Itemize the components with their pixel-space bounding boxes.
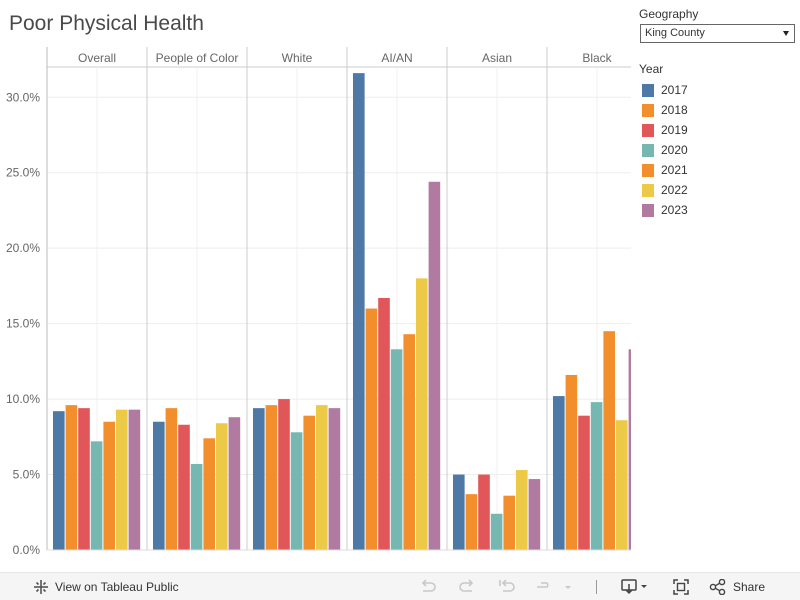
legend-item-2018[interactable]: 2018	[642, 100, 688, 120]
year-legend: 2017 2018 2019 2020 2021 2022 2023	[642, 80, 688, 220]
bar-2019	[578, 415, 590, 550]
legend-label: 2019	[661, 123, 688, 137]
panel-header-label: AI/AN	[381, 51, 412, 65]
bar-2023	[528, 479, 541, 550]
bar-2017	[453, 474, 465, 550]
legend-swatch	[642, 183, 654, 197]
bar-2020	[90, 441, 103, 550]
refresh-icon[interactable]	[535, 578, 575, 596]
bar-2023	[628, 349, 631, 550]
share-button[interactable]: Share	[709, 579, 765, 595]
bar-2023	[328, 408, 341, 550]
legend-swatch	[642, 203, 654, 217]
bar-2022	[616, 420, 628, 550]
y-tick-label: 5.0%	[13, 468, 41, 482]
toolbar-divider	[596, 580, 597, 594]
y-tick-label: 0.0%	[13, 543, 41, 557]
bar-2021	[103, 421, 115, 550]
legend-swatch	[642, 123, 654, 137]
tableau-logo-icon	[34, 580, 48, 594]
bar-2022	[116, 409, 128, 550]
share-icon	[709, 579, 726, 595]
bar-2021	[403, 334, 415, 550]
legend-swatch	[642, 83, 654, 97]
legend-item-2020[interactable]: 2020	[642, 140, 688, 160]
bar-2018	[565, 374, 578, 550]
undo-icon[interactable]	[418, 578, 438, 596]
bar-2023	[428, 181, 441, 551]
bar-2019	[78, 408, 90, 550]
y-tick-label: 15.0%	[6, 317, 40, 331]
panel-header-label: White	[282, 51, 313, 65]
bar-2018	[65, 405, 78, 550]
bar-2021	[503, 495, 515, 550]
legend-item-2019[interactable]: 2019	[642, 120, 688, 140]
panel-header-label: Overall	[78, 51, 116, 65]
legend-label: 2021	[661, 163, 688, 177]
legend-item-2017[interactable]: 2017	[642, 80, 688, 100]
panel-header-label: Asian	[482, 51, 512, 65]
bar-2022	[316, 405, 328, 550]
bar-2017	[153, 421, 165, 550]
geography-label: Geography	[639, 7, 699, 21]
bar-2021	[603, 331, 615, 550]
bar-2023	[228, 417, 241, 550]
legend-swatch	[642, 103, 654, 117]
legend-swatch	[642, 163, 654, 177]
bar-2018	[165, 408, 178, 550]
legend-swatch	[642, 143, 654, 157]
bar-2020	[490, 513, 503, 550]
download-icon[interactable]	[620, 578, 652, 596]
y-tick-label: 25.0%	[6, 166, 40, 180]
revert-icon[interactable]	[497, 578, 517, 596]
bar-2020	[590, 402, 603, 550]
bar-2022	[416, 278, 428, 550]
geography-dropdown[interactable]: King County	[640, 24, 795, 43]
redo-icon[interactable]	[457, 578, 477, 596]
legend-label: 2022	[661, 183, 688, 197]
legend-item-2021[interactable]: 2021	[642, 160, 688, 180]
bar-2019	[178, 424, 190, 550]
bar-2017	[53, 411, 65, 550]
bar-2019	[278, 399, 290, 550]
geography-value: King County	[645, 27, 705, 39]
bar-2023	[128, 409, 141, 550]
caret-down-icon	[783, 31, 789, 36]
bar-2020	[190, 463, 203, 550]
bar-2018	[265, 405, 278, 550]
legend-label: 2020	[661, 143, 688, 157]
panel-header-label: People of Color	[156, 51, 239, 65]
bar-2020	[390, 349, 403, 550]
bar-2022	[516, 470, 528, 550]
fullscreen-icon[interactable]	[672, 578, 690, 596]
bar-2019	[378, 297, 390, 550]
bar-2020	[290, 432, 303, 550]
bar-2018	[365, 308, 378, 550]
y-tick-label: 30.0%	[6, 90, 40, 104]
share-label: Share	[733, 580, 766, 594]
panel-header-label: Black	[582, 51, 612, 65]
bar-2019	[478, 474, 490, 550]
legend-label: 2018	[661, 103, 688, 117]
bar-2018	[465, 494, 478, 550]
bar-2017	[353, 73, 365, 551]
legend-label: 2023	[661, 203, 688, 217]
bar-2021	[203, 438, 215, 550]
bar-2021	[303, 415, 315, 550]
y-tick-label: 10.0%	[6, 392, 40, 406]
view-on-tableau-button[interactable]: View on Tableau Public	[33, 579, 179, 595]
bar-2017	[253, 408, 265, 550]
legend-label: 2017	[661, 83, 688, 97]
page-title: Poor Physical Health	[9, 12, 204, 35]
legend-title: Year	[639, 62, 664, 76]
view-on-tableau-label: View on Tableau Public	[55, 580, 179, 594]
legend-item-2023[interactable]: 2023	[642, 200, 688, 220]
bar-chart: 0.0% 5.0% 10.0% 15.0% 20.0% 25.0% 30.0% Overall…	[6, 47, 631, 557]
bar-2017	[553, 396, 565, 550]
bar-2022	[216, 423, 228, 550]
y-tick-label: 20.0%	[6, 241, 40, 255]
legend-item-2022[interactable]: 2022	[642, 180, 688, 200]
tableau-toolbar: View on Tableau Public Share	[0, 572, 800, 600]
